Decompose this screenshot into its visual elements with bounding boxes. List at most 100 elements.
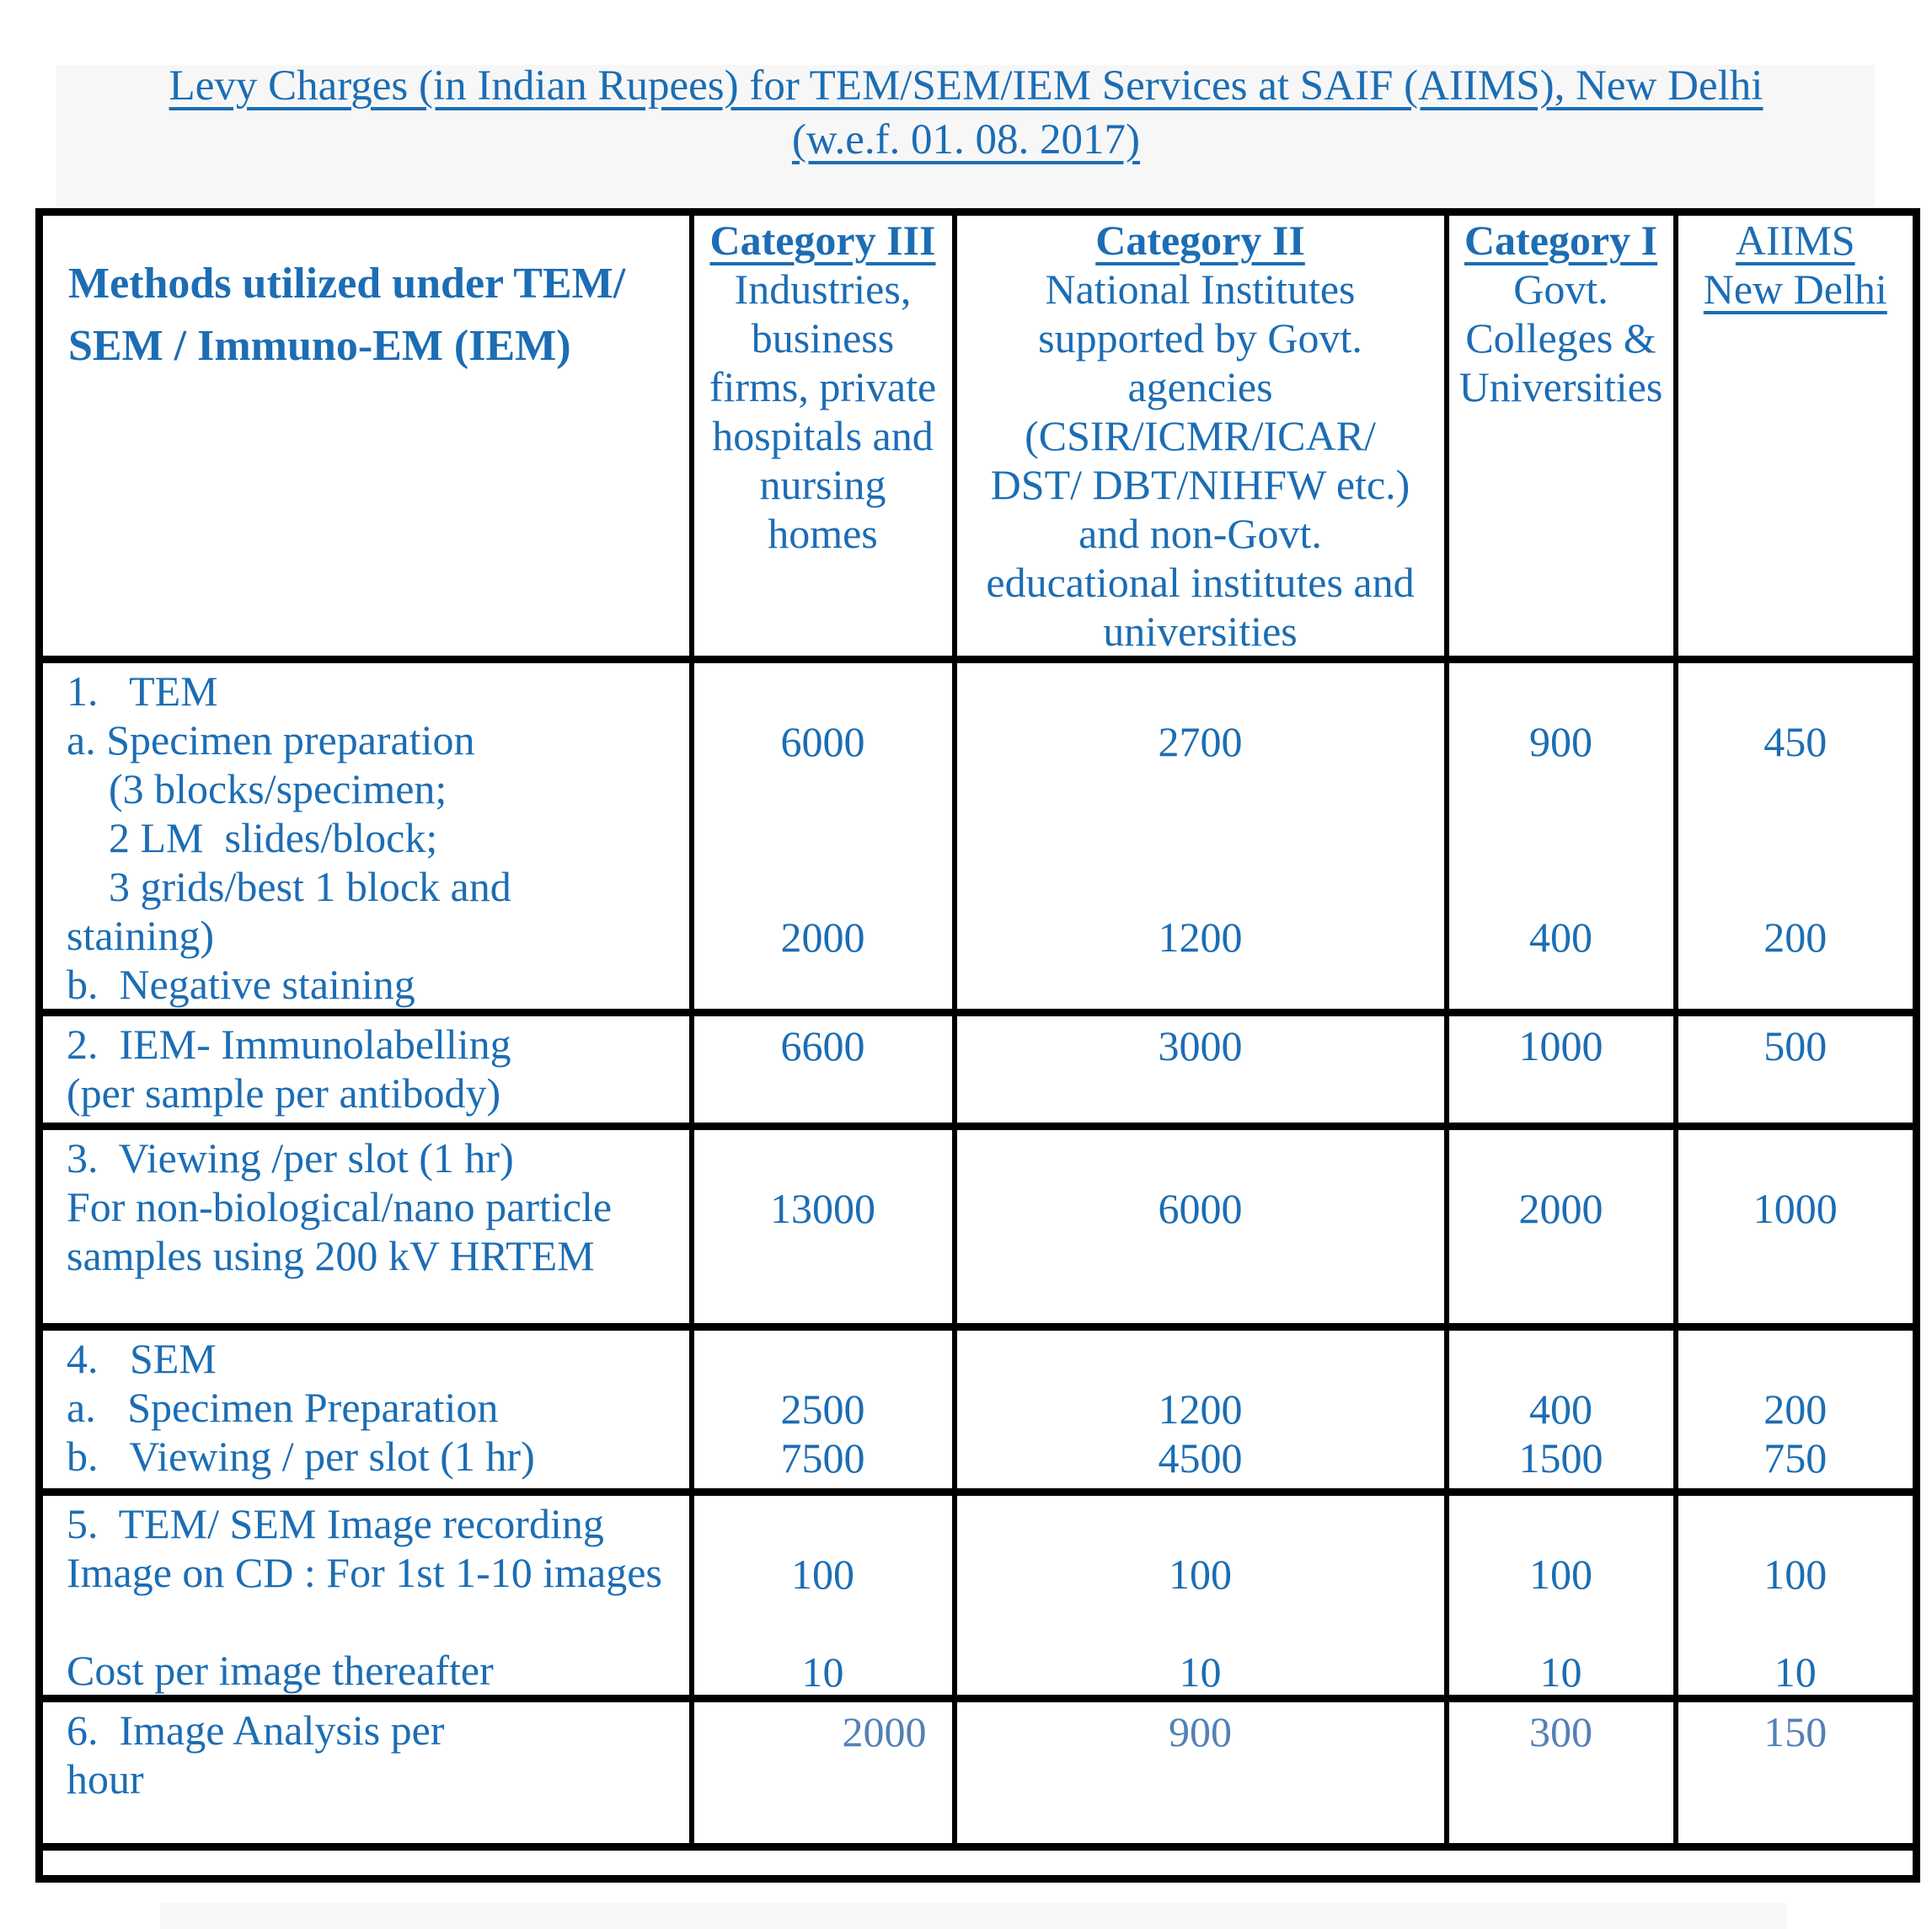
fee-value: 2000 [780, 914, 865, 961]
header-category2-cell: Category II National Institutes supporte… [951, 208, 1449, 663]
fee-value: 3000 [1158, 1022, 1243, 1069]
row-analysis-cat2-cell: 900 [951, 1695, 1449, 1851]
methods-header: Methods utilized under TEM/ SEM / Immuno… [68, 260, 626, 370]
empty-bottom-row [36, 1843, 1919, 1883]
row-recording-cat2-cell: 100 10 [951, 1488, 1449, 1702]
row-recording-aiims-cell: 100 10 [1672, 1488, 1919, 1702]
fee-value: 200 [1763, 1385, 1828, 1433]
row-sem: 4. SEM a. Specimen Preparation b. Viewin… [36, 1323, 1919, 1496]
fee-value: 10 [801, 1648, 844, 1696]
row-label: 4. SEM a. Specimen Preparation b. Viewin… [67, 1335, 535, 1480]
fee-value: 1000 [1518, 1022, 1603, 1069]
header-row: Methods utilized under TEM/ SEM / Immuno… [36, 208, 1919, 663]
row-viewing-cat1-cell: 2000 [1443, 1123, 1678, 1331]
fee-value: 200 [1763, 914, 1828, 961]
category2-title: Category II [1095, 217, 1305, 264]
aiims-title: AIIMS [1735, 217, 1855, 264]
row-sem-cat2-cell: 1200 4500 [951, 1323, 1449, 1496]
fee-value: 150 [1763, 1708, 1828, 1755]
row-analysis-aiims-cell: 150 [1672, 1695, 1919, 1851]
row-sem-aiims-cell: 200 750 [1672, 1323, 1919, 1496]
fee-value: 6000 [780, 718, 865, 765]
row-label: 1. TEM a. Specimen preparation (3 blocks… [67, 667, 511, 1008]
row-analysis-cat3-cell: 2000 [688, 1695, 957, 1851]
fee-value: 100 [1763, 1551, 1828, 1598]
fee-value: 750 [1763, 1434, 1828, 1482]
row-viewing-label-cell: 3. Viewing /per slot (1 hr) For non-biol… [36, 1123, 694, 1331]
row-analysis-label-cell: 6. Image Analysis per hour [36, 1695, 694, 1851]
row-viewing-cat2-cell: 6000 [951, 1123, 1449, 1331]
fee-value: 2000 [842, 1708, 927, 1755]
row-label: 5. TEM/ SEM Image recording Image on CD … [67, 1500, 662, 1694]
fee-value: 2500 [780, 1385, 865, 1433]
fee-value: 10 [1774, 1648, 1817, 1696]
row-tem-label-cell: 1. TEM a. Specimen preparation (3 blocks… [36, 656, 694, 1016]
bottom-gray-strip [160, 1903, 1786, 1929]
row-tem-aiims-cell: 450 200 [1672, 656, 1919, 1016]
row-viewing-aiims-cell: 1000 [1672, 1123, 1919, 1331]
fee-value: 100 [1529, 1551, 1592, 1598]
row-label: 2. IEM- Immunolabelling (per sample per … [67, 1021, 511, 1117]
header-aiims-cell: AIIMS New Delhi [1672, 208, 1919, 663]
title-line-1: Levy Charges (in Indian Rupees) for TEM/… [169, 62, 1763, 110]
fee-value: 100 [1169, 1551, 1232, 1598]
row-iem-cat1-cell: 1000 [1443, 1009, 1678, 1130]
category1-description: Govt. Colleges & Universities [1458, 265, 1663, 410]
fee-value: 900 [1529, 718, 1592, 765]
row-recording-cat1-cell: 100 10 [1443, 1488, 1678, 1702]
fee-value: 500 [1763, 1022, 1828, 1069]
header-category1-cell: Category I Govt. Colleges & Universities [1443, 208, 1678, 663]
row-tem-cat1-cell: 900 400 [1443, 656, 1678, 1016]
fee-value: 6000 [1158, 1185, 1243, 1232]
title-line-2: (w.e.f. 01. 08. 2017) [791, 116, 1141, 163]
row-iem-cat2-cell: 3000 [951, 1009, 1449, 1130]
row-viewing-cat3-cell: 13000 [688, 1123, 957, 1331]
row-analysis-cat1-cell: 300 [1443, 1695, 1678, 1851]
fee-value: 1500 [1518, 1434, 1603, 1482]
category2-description: National Institutes supported by Govt. a… [986, 265, 1415, 655]
fee-value: 300 [1529, 1708, 1592, 1755]
fee-value: 10 [1179, 1648, 1222, 1696]
row-tem-cat2-cell: 2700 1200 [951, 656, 1449, 1016]
row-image-analysis: 6. Image Analysis per hour 2000 900 300 … [36, 1695, 1919, 1851]
row-label: 6. Image Analysis per hour [67, 1707, 445, 1803]
row-recording-label-cell: 5. TEM/ SEM Image recording Image on CD … [36, 1488, 694, 1702]
title-background [56, 65, 1875, 206]
empty-row-cell [36, 1843, 1919, 1883]
document-title: Levy Charges (in Indian Rupees) for TEM/… [0, 59, 1932, 167]
row-iem-aiims-cell: 500 [1672, 1009, 1919, 1130]
row-iem-label-cell: 2. IEM- Immunolabelling (per sample per … [36, 1009, 694, 1130]
row-recording-cat3-cell: 100 10 [688, 1488, 957, 1702]
fee-value: 10 [1539, 1648, 1582, 1696]
fee-value: 2700 [1158, 718, 1243, 765]
fee-value: 900 [1169, 1708, 1232, 1755]
levy-charges-table: Methods utilized under TEM/ SEM / Immuno… [35, 208, 1920, 1883]
row-sem-cat1-cell: 400 1500 [1443, 1323, 1678, 1496]
fee-value: 1000 [1753, 1185, 1838, 1232]
fee-value: 4500 [1158, 1434, 1243, 1482]
row-sem-label-cell: 4. SEM a. Specimen Preparation b. Viewin… [36, 1323, 694, 1496]
fee-value: 450 [1763, 718, 1828, 765]
fee-value: 1200 [1158, 914, 1243, 961]
row-iem-cat3-cell: 6600 [688, 1009, 957, 1130]
header-category3-cell: Category III Industries, business firms,… [688, 208, 957, 663]
row-label: 3. Viewing /per slot (1 hr) For non-biol… [67, 1134, 613, 1279]
row-sem-cat3-cell: 2500 7500 [688, 1323, 957, 1496]
category3-description: Industries, business firms, private hosp… [709, 265, 937, 557]
row-tem: 1. TEM a. Specimen preparation (3 blocks… [36, 656, 1919, 1016]
fee-value: 100 [791, 1551, 854, 1598]
fee-value: 1200 [1158, 1385, 1243, 1433]
aiims-subtitle: New Delhi [1703, 265, 1887, 313]
fee-value: 7500 [780, 1434, 865, 1482]
fee-value: 13000 [770, 1185, 875, 1232]
row-viewing: 3. Viewing /per slot (1 hr) For non-biol… [36, 1123, 1919, 1331]
category3-title: Category III [709, 217, 936, 264]
category1-title: Category I [1464, 217, 1658, 264]
fee-value: 400 [1529, 914, 1592, 961]
fee-value: 6600 [780, 1022, 865, 1069]
row-image-recording: 5. TEM/ SEM Image recording Image on CD … [36, 1488, 1919, 1702]
row-iem: 2. IEM- Immunolabelling (per sample per … [36, 1009, 1919, 1130]
fee-value: 2000 [1518, 1185, 1603, 1232]
fee-value: 400 [1529, 1385, 1592, 1433]
